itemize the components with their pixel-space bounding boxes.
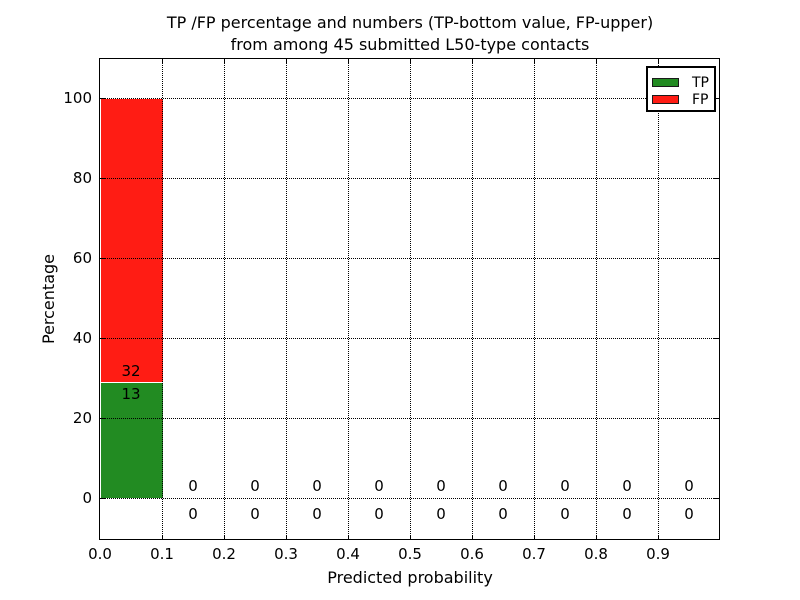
x-tick-label: 0.1 — [150, 545, 174, 563]
chart-title-line1: TP /FP percentage and numbers (TP-bottom… — [166, 13, 654, 32]
tp-count-label: 0 — [374, 505, 384, 523]
y-tick-mark — [100, 178, 105, 179]
x-tick-mark — [162, 535, 163, 540]
x-tick-label: 0.7 — [522, 545, 546, 563]
x-tick-mark — [286, 535, 287, 540]
tp-count-label: 0 — [684, 505, 694, 523]
v-gridline — [224, 59, 225, 540]
tp-count-label: 0 — [436, 505, 446, 523]
bar-fp — [101, 99, 163, 382]
legend: TP FP — [646, 66, 716, 112]
x-tick-mark — [658, 535, 659, 540]
x-tick-label: 0.2 — [212, 545, 236, 563]
fp-count-label: 0 — [622, 477, 632, 495]
tp-count-label: 0 — [498, 505, 508, 523]
fp-count-label: 32 — [121, 362, 141, 380]
y-tick-mark — [100, 338, 105, 339]
legend-label-fp: FP — [692, 91, 709, 108]
fp-count-label: 0 — [188, 477, 198, 495]
y-tick-label: 0 — [82, 489, 92, 507]
v-gridline — [658, 59, 659, 540]
fp-count-label: 0 — [498, 477, 508, 495]
y-tick-mark — [714, 98, 719, 99]
v-gridline — [472, 59, 473, 540]
y-tick-label: 100 — [63, 89, 92, 107]
x-tick-mark — [410, 59, 411, 64]
y-tick-mark — [714, 418, 719, 419]
x-tick-mark — [224, 535, 225, 540]
v-gridline — [348, 59, 349, 540]
legend-entry-fp: FP — [648, 91, 714, 108]
y-tick-label: 20 — [72, 409, 92, 427]
x-tick-mark — [472, 59, 473, 64]
x-tick-mark — [534, 59, 535, 64]
v-gridline — [596, 59, 597, 540]
tp-count-label: 0 — [188, 505, 198, 523]
x-tick-mark — [348, 59, 349, 64]
y-tick-mark — [100, 98, 105, 99]
x-tick-mark — [596, 59, 597, 64]
fp-count-label: 0 — [312, 477, 322, 495]
x-tick-mark — [224, 59, 225, 64]
bar-tp — [101, 383, 163, 498]
tp-swatch-icon — [652, 78, 679, 87]
fp-count-label: 0 — [684, 477, 694, 495]
fp-count-label: 0 — [250, 477, 260, 495]
x-tick-label: 0.5 — [398, 545, 422, 563]
x-tick-mark — [596, 535, 597, 540]
tp-count-label: 0 — [622, 505, 632, 523]
tp-count-label: 0 — [250, 505, 260, 523]
y-tick-mark — [714, 178, 719, 179]
y-tick-label: 40 — [72, 329, 92, 347]
legend-entry-tp: TP — [648, 74, 714, 91]
y-tick-label: 80 — [72, 169, 92, 187]
y-axis-label: Percentage — [39, 253, 58, 345]
x-tick-label: 0.6 — [460, 545, 484, 563]
plot-area — [99, 58, 720, 540]
v-gridline — [162, 59, 163, 540]
x-tick-label: 0.9 — [646, 545, 670, 563]
tp-count-label: 0 — [560, 505, 570, 523]
y-tick-mark — [714, 338, 719, 339]
y-tick-mark — [714, 258, 719, 259]
y-tick-mark — [100, 258, 105, 259]
v-gridline — [286, 59, 287, 540]
x-tick-mark — [286, 59, 287, 64]
fp-count-label: 0 — [374, 477, 384, 495]
v-gridline — [534, 59, 535, 540]
y-tick-mark — [100, 418, 105, 419]
x-tick-label: 0.3 — [274, 545, 298, 563]
fp-count-label: 0 — [560, 477, 570, 495]
v-gridline — [410, 59, 411, 540]
legend-label-tp: TP — [692, 74, 709, 91]
x-tick-label: 0.0 — [88, 545, 112, 563]
x-tick-mark — [348, 535, 349, 540]
x-tick-mark — [162, 59, 163, 64]
tp-count-label: 0 — [312, 505, 322, 523]
x-axis-label: Predicted probability — [327, 568, 493, 587]
y-tick-label: 60 — [72, 249, 92, 267]
chart-title-line2: from among 45 submitted L50-type contact… — [230, 35, 590, 54]
tp-count-label: 13 — [121, 385, 141, 403]
x-tick-mark — [472, 535, 473, 540]
fp-count-label: 0 — [436, 477, 446, 495]
y-tick-mark — [100, 498, 105, 499]
x-tick-mark — [658, 59, 659, 64]
fp-swatch-icon — [652, 95, 679, 104]
x-tick-mark — [534, 535, 535, 540]
x-tick-mark — [410, 535, 411, 540]
y-tick-mark — [714, 498, 719, 499]
x-tick-label: 0.8 — [584, 545, 608, 563]
x-tick-label: 0.4 — [336, 545, 360, 563]
